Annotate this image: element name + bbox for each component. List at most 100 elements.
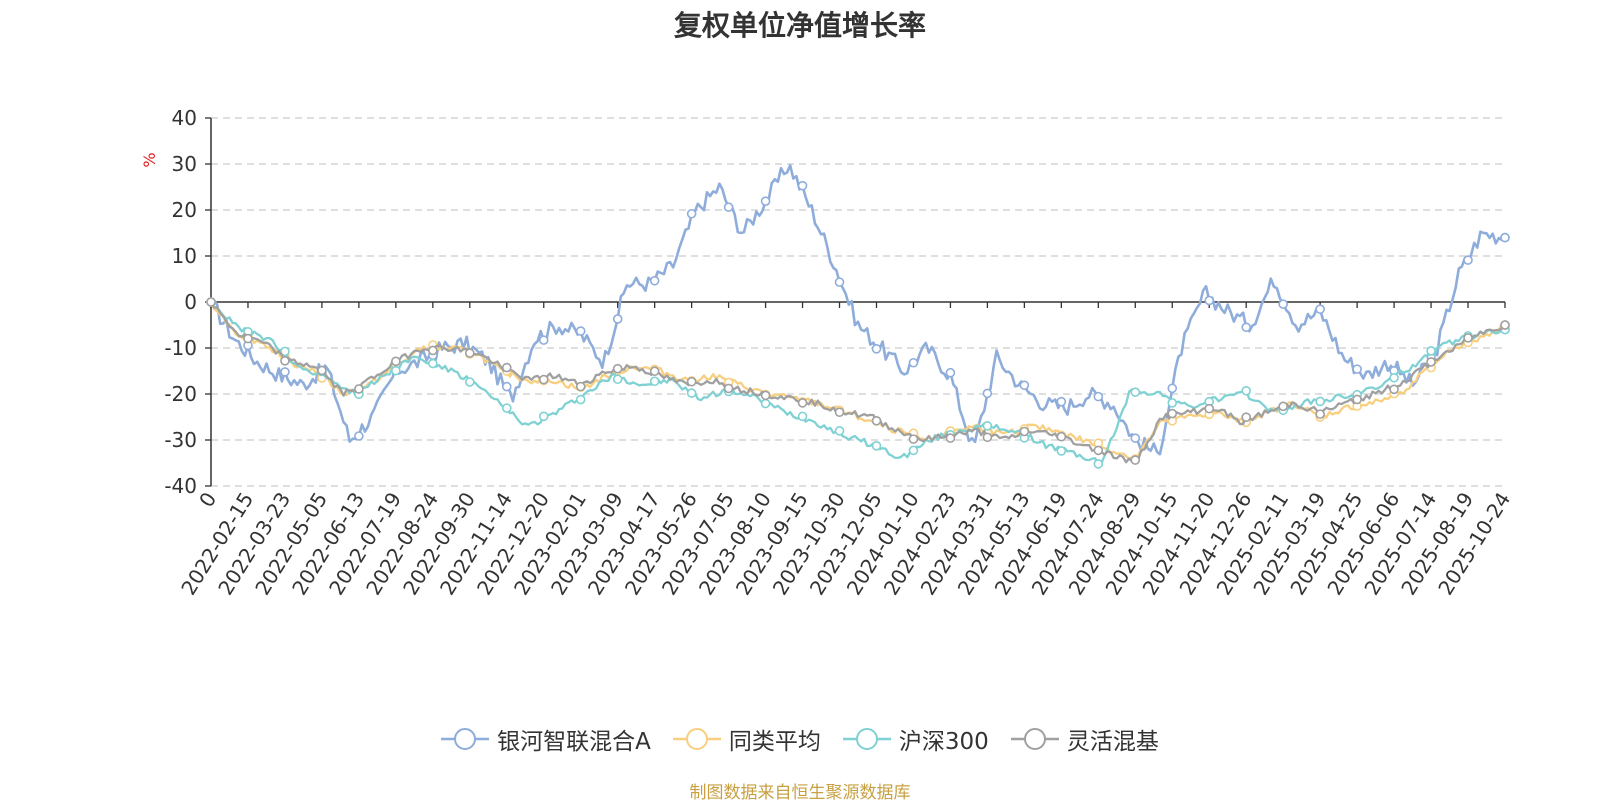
series-line bbox=[209, 301, 1506, 464]
data-point bbox=[760, 390, 771, 401]
data-point bbox=[1093, 459, 1104, 469]
data-point bbox=[428, 345, 438, 356]
data-point bbox=[982, 388, 993, 399]
data-point bbox=[1204, 295, 1215, 306]
data-point bbox=[1426, 357, 1436, 367]
data-point bbox=[575, 326, 586, 336]
legend-label: 沪深300 bbox=[898, 729, 989, 755]
y-tick-label: -30 bbox=[164, 428, 197, 452]
data-point bbox=[1315, 409, 1325, 419]
data-point bbox=[575, 394, 586, 405]
y-tick-label: 20 bbox=[172, 198, 197, 222]
data-point bbox=[1019, 380, 1030, 391]
data-point bbox=[686, 208, 697, 219]
data-point bbox=[354, 431, 364, 441]
series-layer bbox=[206, 164, 1510, 469]
data-point bbox=[760, 196, 771, 206]
data-point bbox=[391, 365, 401, 376]
data-point bbox=[1056, 431, 1067, 442]
legend-label: 银河智联混合A bbox=[497, 729, 651, 755]
data-point bbox=[945, 433, 956, 443]
data-point bbox=[686, 376, 697, 387]
data-point bbox=[908, 357, 919, 368]
legend-item[interactable]: 沪深300 bbox=[842, 722, 989, 756]
y-tick-label: 10 bbox=[172, 244, 197, 268]
chart-title: 复权单位净值增长率 bbox=[673, 9, 926, 42]
data-point bbox=[1019, 426, 1030, 437]
data-point bbox=[908, 445, 919, 456]
data-point bbox=[1389, 372, 1399, 383]
data-point bbox=[649, 366, 660, 377]
data-point bbox=[206, 297, 216, 307]
data-point bbox=[317, 365, 327, 376]
y-tick-label: -20 bbox=[164, 382, 197, 406]
data-point bbox=[391, 356, 401, 367]
data-point bbox=[501, 381, 512, 392]
x-tick-label: 0 bbox=[194, 488, 221, 512]
data-point bbox=[1093, 445, 1104, 456]
data-point bbox=[501, 403, 512, 413]
axis-layer: 403020100-10-20-30-4002022-02-152022-03-… bbox=[164, 106, 1515, 599]
data-point bbox=[945, 367, 956, 378]
series-line bbox=[210, 164, 1506, 456]
data-point bbox=[1426, 346, 1436, 356]
series-3 bbox=[206, 297, 1510, 465]
data-point bbox=[280, 346, 290, 357]
legend-marker-icon bbox=[1010, 728, 1059, 750]
data-point bbox=[797, 398, 808, 408]
data-point bbox=[1315, 304, 1325, 314]
data-point bbox=[871, 344, 882, 354]
series-0 bbox=[206, 164, 1510, 456]
data-point bbox=[538, 335, 549, 345]
data-point bbox=[1241, 385, 1251, 396]
data-point bbox=[1241, 322, 1251, 333]
data-point bbox=[908, 434, 919, 444]
data-point bbox=[1389, 384, 1399, 395]
data-point bbox=[982, 432, 993, 443]
data-point bbox=[1500, 232, 1510, 243]
data-point bbox=[871, 415, 882, 426]
data-point bbox=[834, 407, 845, 417]
y-tick-label: -10 bbox=[164, 336, 197, 360]
data-point bbox=[1204, 403, 1215, 414]
legend-marker-icon bbox=[672, 728, 721, 750]
legend-item[interactable]: 同类平均 bbox=[672, 722, 821, 756]
data-point bbox=[428, 358, 438, 369]
data-point bbox=[575, 381, 586, 392]
y-tick-label: 40 bbox=[172, 106, 197, 130]
source-note: 制图数据来自恒生聚源数据库 bbox=[689, 783, 911, 803]
data-point bbox=[243, 333, 253, 344]
y-axis-label: % bbox=[140, 152, 159, 167]
data-point bbox=[280, 356, 290, 366]
data-point bbox=[1352, 394, 1362, 405]
legend: 银河智联混合A 同类平均 沪深300 灵活混基 bbox=[0, 722, 1600, 756]
data-point bbox=[464, 348, 475, 358]
data-point bbox=[834, 426, 845, 436]
data-point bbox=[1278, 401, 1288, 412]
data-point bbox=[1130, 387, 1141, 397]
data-point bbox=[1167, 383, 1178, 394]
data-point bbox=[723, 383, 734, 394]
legend-item[interactable]: 灵活混基 bbox=[1010, 722, 1159, 756]
data-point bbox=[612, 363, 623, 374]
data-point bbox=[723, 202, 734, 212]
data-point bbox=[982, 421, 993, 431]
data-point bbox=[538, 374, 549, 385]
data-point bbox=[1463, 333, 1473, 343]
data-point bbox=[686, 388, 697, 398]
data-point bbox=[501, 362, 512, 373]
data-point bbox=[1130, 455, 1141, 465]
legend-label: 灵活混基 bbox=[1066, 729, 1159, 755]
data-point bbox=[649, 376, 660, 387]
data-point bbox=[1167, 408, 1178, 419]
data-point bbox=[1167, 398, 1178, 408]
data-point bbox=[797, 411, 808, 422]
data-point bbox=[1315, 396, 1325, 407]
data-point bbox=[871, 441, 882, 451]
y-tick-label: 0 bbox=[184, 290, 197, 314]
data-point bbox=[1056, 446, 1067, 456]
legend-item[interactable]: 银河智联混合A bbox=[441, 722, 651, 756]
legend-marker-icon bbox=[441, 728, 490, 750]
data-point bbox=[1500, 320, 1510, 330]
